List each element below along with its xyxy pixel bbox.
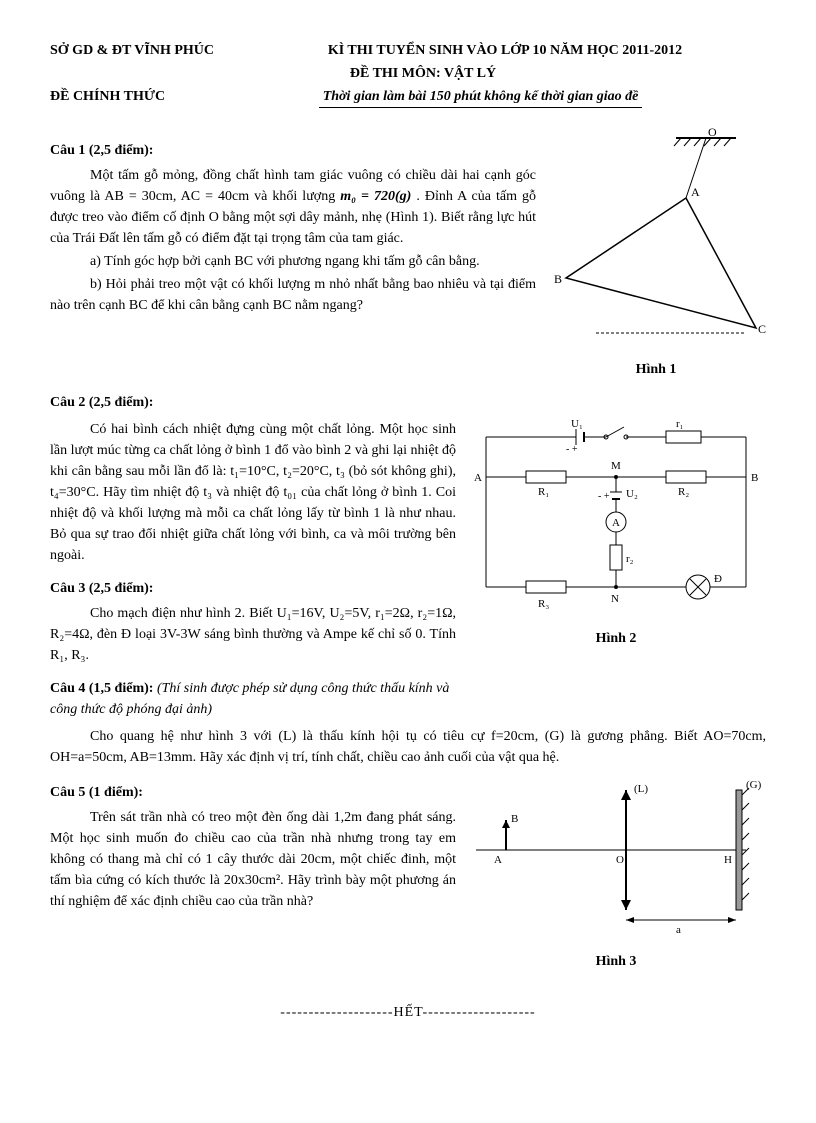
q1-a: a) Tính góc hợp bởi cạnh BC với phương n… [50, 251, 536, 272]
svg-text:R₁: R₁ [538, 486, 549, 498]
official: ĐỀ CHÍNH THỨC [50, 86, 165, 108]
svg-text:M: M [611, 460, 621, 472]
subject-row: ĐỀ THI MÔN: VẬT LÝ [50, 63, 766, 84]
sub-row: ĐỀ CHÍNH THỨC Thời gian làm bài 150 phút… [50, 86, 766, 108]
q2q3-block: Có hai bình cách nhiệt đựng cùng một chấ… [50, 417, 766, 724]
header-row: SỞ GD & ĐT VĨNH PHÚC KÌ THI TUYỂN SINH V… [50, 40, 766, 61]
q1-p1: Một tấm gỗ mỏng, đồng chất hình tam giác… [50, 165, 536, 249]
svg-text:a: a [676, 924, 681, 936]
svg-text:U₁: U₁ [571, 418, 583, 430]
q3-title: Câu 3 (2,5 điểm): [50, 578, 456, 599]
svg-text:O: O [708, 128, 717, 139]
exam-title: KÌ THI TUYỂN SINH VÀO LỚP 10 NĂM HỌC 201… [244, 40, 766, 61]
svg-text:B: B [554, 272, 562, 286]
q1-title: Câu 1 (2,5 điểm): [50, 140, 536, 161]
svg-text:(G): (G) [746, 779, 762, 791]
q1-mo: m₀ = 720(g) [340, 189, 411, 204]
svg-text:r₂: r₂ [626, 553, 634, 565]
q3-p1: Cho mạch điện như hình 2. Biết U₁=16V, U… [50, 603, 456, 666]
svg-text:O: O [616, 854, 624, 866]
end-marker: --------------------HẾT-----------------… [50, 1002, 766, 1023]
time: Thời gian làm bài 150 phút không kể thời… [319, 86, 643, 108]
subject: ĐỀ THI MÔN: VẬT LÝ [80, 63, 766, 84]
figure-1: O A B C Hình 1 [546, 128, 766, 380]
fig2-cap: Hình 2 [466, 628, 766, 649]
svg-text:H: H [724, 854, 732, 866]
fig3-cap: Hình 3 [466, 951, 766, 972]
svg-text:- +: - + [598, 491, 610, 502]
svg-text:A: A [691, 185, 700, 199]
svg-text:R₂: R₂ [678, 486, 689, 498]
svg-text:N: N [611, 593, 619, 605]
svg-text:R₃: R₃ [538, 598, 549, 610]
q2-title: Câu 2 (2,5 điểm): [50, 392, 766, 413]
svg-text:r₁: r₁ [676, 418, 684, 430]
q4-title: Câu 4 (1,5 điểm): (Thí sinh được phép sử… [50, 678, 456, 720]
q5-title: Câu 5 (1 điểm): [50, 782, 456, 803]
svg-text:C: C [758, 322, 766, 336]
q5-p1: Trên sát trần nhà có treo một đèn ống dà… [50, 807, 456, 912]
q4-title-text: Câu 4 (1,5 điểm): [50, 681, 153, 696]
org: SỞ GD & ĐT VĨNH PHÚC [50, 40, 214, 61]
svg-text:U₂: U₂ [626, 488, 638, 500]
svg-text:B: B [751, 472, 758, 484]
svg-text:Đ: Đ [714, 573, 722, 585]
svg-text:- +: - + [566, 444, 578, 455]
q4-p1: Cho quang hệ như hình 3 với (L) là thấu … [50, 726, 766, 768]
svg-text:A: A [494, 854, 502, 866]
q1-block: Câu 1 (2,5 điểm): Một tấm gỗ mỏng, đồng … [50, 128, 766, 380]
q5-block: Câu 5 (1 điểm): Trên sát trần nhà có tre… [50, 770, 766, 972]
svg-text:A: A [612, 517, 620, 529]
fig1-cap: Hình 1 [546, 359, 766, 380]
svg-text:B: B [511, 813, 518, 825]
figure-2: R₁ M R₂ A B U₁ - + [466, 417, 766, 649]
svg-text:(L): (L) [634, 783, 648, 795]
q2-p1: Có hai bình cách nhiệt đựng cùng một chấ… [50, 419, 456, 566]
q1-b: b) Hỏi phải treo một vật có khối lượng m… [50, 274, 536, 316]
svg-text:A: A [474, 472, 482, 484]
figure-3: B A (L) O (G) H a Hình 3 [466, 770, 766, 972]
